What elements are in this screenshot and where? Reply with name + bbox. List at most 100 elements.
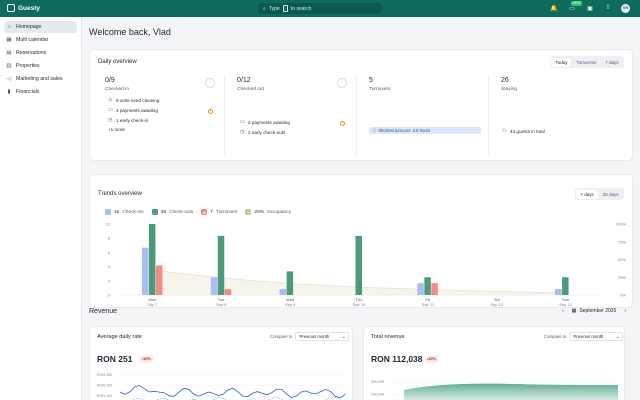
clock-icon: ◷ xyxy=(240,129,245,135)
x-tick-day: Thu xyxy=(356,297,363,302)
adr-compare: Compare to Previous month ⌄ xyxy=(270,332,350,341)
gift-icon[interactable]: ▣ xyxy=(587,5,593,12)
sidebar-item-homepage[interactable]: ⌂ Homepage xyxy=(4,21,77,33)
checked-in-panel[interactable]: 0/9 Checked in ⚠ 9 units need cleaning ▭… xyxy=(98,75,225,155)
sidebar-item-properties[interactable]: ▥ Properties xyxy=(4,60,77,72)
legend-check-outs[interactable]: ← 38 Check-outs xyxy=(151,209,194,215)
legend-turnovers[interactable]: ⇄ 7 Turnovers xyxy=(201,209,237,215)
x-tick-day: Fri xyxy=(426,297,431,302)
checked-in-label: Checked in xyxy=(105,87,129,92)
payment-alert-icon: ! xyxy=(208,109,213,114)
early-check-outs-line[interactable]: ◷ 2 early check-outs xyxy=(240,129,285,135)
x-tick-date: Sep 13 xyxy=(559,302,572,307)
bell-icon[interactable]: 🔔 xyxy=(550,5,558,12)
chat-icon[interactable]: ▭ NEW xyxy=(569,1,582,12)
sidebar: ⌂ Homepage ▦ Multi calendar ▤ Reservatio… xyxy=(0,17,82,400)
daily-overview-title: Daily overview xyxy=(98,59,137,65)
search-shortcut-key: / xyxy=(282,5,288,12)
cleaning-line[interactable]: ⚠ 9 units need cleaning xyxy=(108,97,159,103)
total-compare-select[interactable]: Previous month ⌄ xyxy=(569,332,624,341)
shortest-turnover-text: Shortest turnover: 4.5 hours xyxy=(378,128,431,133)
bar-turnovers xyxy=(431,283,438,295)
suitcase-icon: ▤ xyxy=(6,50,12,56)
tab-7-days[interactable]: 7 days xyxy=(605,59,619,65)
x-tick-day: Tue xyxy=(218,297,226,302)
month-label: September 2026 xyxy=(579,308,617,314)
top-actions: 🔔 ▭ NEW ▣ ⁞⁞ VR xyxy=(549,1,630,13)
occupancy-pie-icon: ◔ xyxy=(245,209,252,215)
early-check-in-line[interactable]: ◷ 1 early check-in xyxy=(108,117,148,123)
x-tick-day: Wed xyxy=(286,297,294,302)
brand[interactable]: Guesty xyxy=(7,4,40,12)
x-tick-date: Sep 11 xyxy=(422,302,435,307)
staying-panel[interactable]: 26 Staying ⚇ 43 guests in total xyxy=(494,75,626,155)
chevron-right-icon[interactable]: › xyxy=(624,308,626,314)
total-y-tick: 300,000 xyxy=(371,380,384,384)
tab-30-days[interactable]: 30 days xyxy=(602,191,619,197)
warning-triangle-icon: ⚠ xyxy=(108,97,113,103)
y-tick-right: 0% xyxy=(620,293,626,298)
check-out-arrow-icon: ← xyxy=(151,209,158,215)
y-tick-left: 4 xyxy=(108,264,111,269)
search-input[interactable]: ⌕ Type / to search xyxy=(258,3,382,14)
tab-tomorrow[interactable]: Tomorrow xyxy=(576,59,597,65)
adr-current-line xyxy=(119,385,346,399)
legend-name: Check-outs xyxy=(169,209,194,215)
month-picker[interactable]: ▦ September 2026 xyxy=(572,308,617,314)
shortest-turnover-info: ⓘ Shortest turnover: 4.5 hours xyxy=(369,127,481,134)
people-icon: ⚇ xyxy=(502,128,507,134)
chart-icon: ▮ xyxy=(7,89,11,95)
guesty-logo-icon xyxy=(7,4,15,12)
tab-today[interactable]: Today xyxy=(551,57,572,67)
adr-value: RON 251 xyxy=(97,354,133,364)
compare-label: Compare to xyxy=(544,334,567,339)
staying-value: 26 xyxy=(501,77,509,84)
turnovers-panel[interactable]: 5 Turnovers ⓘ Shortest turnover: 4.5 hou… xyxy=(362,75,489,155)
legend-occupancy[interactable]: ◔ 20% Occupancy xyxy=(245,209,291,215)
x-tick-date: Sep 10 xyxy=(353,302,366,307)
info-icon: ⓘ xyxy=(372,127,377,133)
sidebar-item-marketing-and-sales[interactable]: ◁ Marketing and sales xyxy=(4,73,77,85)
bar-turnovers xyxy=(155,265,163,295)
total-revenue-title: Total revenue xyxy=(371,334,405,340)
daily-overview-card: Daily overview Today Tomorrow 7 days 0/9… xyxy=(89,49,633,161)
chevron-left-icon[interactable]: ‹ xyxy=(561,308,564,314)
legend-check-ins[interactable]: → 16 Check-ins xyxy=(105,209,144,215)
bar-check-outs xyxy=(562,277,569,295)
y-tick-right: 25% xyxy=(618,275,626,280)
total-compare: Compare to Previous month ⌄ xyxy=(544,332,624,341)
compare-value: Previous month xyxy=(299,334,330,339)
legend-name: Turnovers xyxy=(215,209,238,215)
x-tick-date: Sep 9 xyxy=(285,302,296,307)
checked-out-progress-ring xyxy=(337,78,347,88)
checked-out-panel[interactable]: 0/12 Checked out ▭ 2 payments awaiting !… xyxy=(230,75,357,155)
credit-card-icon: ▭ xyxy=(108,107,113,113)
avatar[interactable]: VR xyxy=(621,3,630,13)
checkout-payments-line[interactable]: ▭ 2 payments awaiting xyxy=(240,119,290,125)
y-tick-right: 75% xyxy=(618,239,626,244)
adr-compare-select[interactable]: Previous month ⌄ xyxy=(295,332,350,341)
total-revenue-value: RON 112,038 xyxy=(371,354,423,364)
more-link[interactable]: +1 more xyxy=(108,127,125,132)
payments-line[interactable]: ▭ 4 payments awaiting xyxy=(108,107,158,113)
checked-in-progress-ring xyxy=(205,78,215,88)
home-icon: ⌂ xyxy=(7,24,11,30)
check-in-arrow-icon: → xyxy=(105,209,111,215)
sidebar-item-reservations[interactable]: ▤ Reservations xyxy=(4,47,77,59)
sidebar-item-financials[interactable]: ▮ Financials xyxy=(4,86,77,98)
occupancy-area xyxy=(152,270,566,295)
apps-grid-icon[interactable]: ⁞⁞ xyxy=(606,5,610,11)
occupancy-line xyxy=(152,269,566,294)
sidebar-item-label: Multi calendar xyxy=(16,37,49,43)
bar-check-ins xyxy=(210,277,218,295)
tab-7-days[interactable]: 7 days xyxy=(576,189,598,199)
adr-y-tick: RON 200 xyxy=(97,384,112,388)
trends-overview-title: Trends overview xyxy=(98,191,142,197)
main-content: Welcome back, Vlad Daily overview Today … xyxy=(82,17,640,400)
checked-in-value: 0/9 xyxy=(105,77,115,84)
x-tick-date: Sep 7 xyxy=(147,302,158,307)
total-revenue-area xyxy=(404,383,618,400)
sidebar-item-multi-calendar[interactable]: ▦ Multi calendar xyxy=(4,34,77,46)
